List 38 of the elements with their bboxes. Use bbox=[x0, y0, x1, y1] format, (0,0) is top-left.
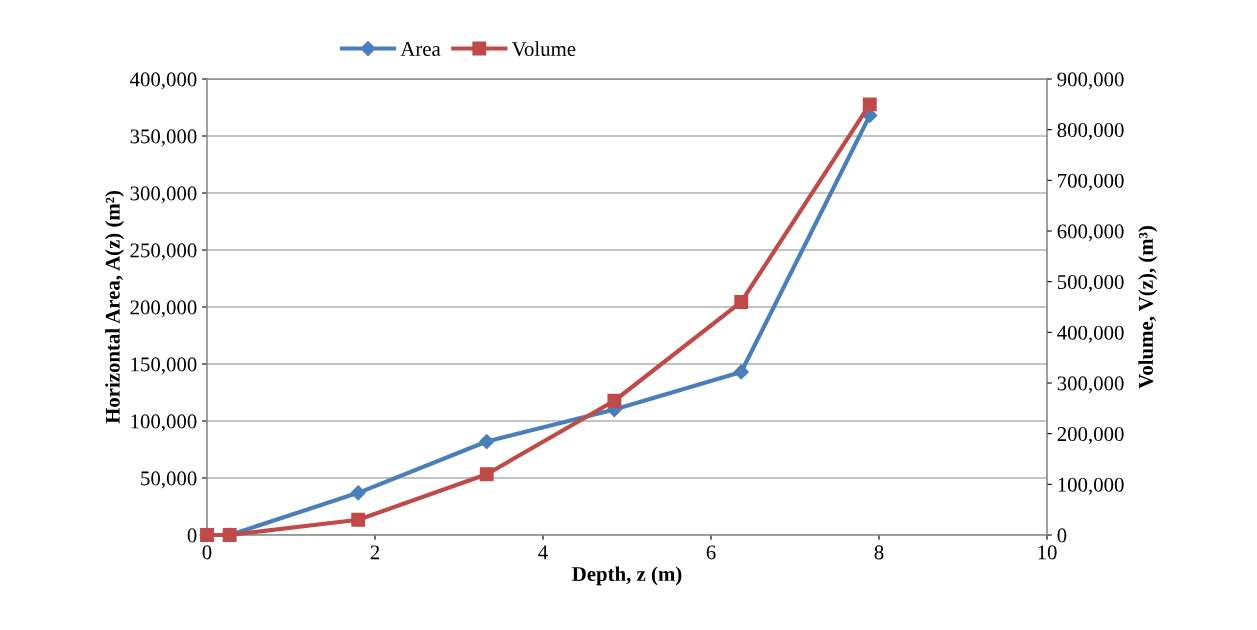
y-tick-label: 400,000 bbox=[129, 72, 197, 90]
y-tick-label: 300,000 bbox=[130, 186, 197, 204]
y2-tick-label: 300,000 bbox=[1057, 376, 1124, 394]
x-tick-label: 4 bbox=[538, 545, 548, 560]
point bbox=[351, 512, 366, 527]
legend-label: Area bbox=[400, 42, 441, 57]
y-tick-label: 200,000 bbox=[130, 300, 197, 318]
y-tick-label: 0 bbox=[187, 528, 197, 543]
y2-tick-label: 200,000 bbox=[1057, 427, 1124, 445]
x-tick-label: 0 bbox=[202, 545, 212, 560]
point bbox=[479, 467, 494, 482]
y2-axis-title: Volume, V(z), (m³) bbox=[1138, 226, 1158, 389]
y2-tick-label: 700,000 bbox=[1058, 173, 1124, 191]
y2-tick-label: 600,000 bbox=[1057, 224, 1124, 242]
y2-tick-label: 500,000 bbox=[1057, 275, 1124, 293]
y-tick-label: 100,000 bbox=[131, 414, 197, 432]
legend-label: Volume bbox=[511, 41, 576, 57]
y-tick-label: 150,000 bbox=[131, 357, 197, 375]
point bbox=[607, 393, 622, 408]
point bbox=[862, 97, 877, 112]
y2-tick-label: 400,000 bbox=[1057, 325, 1124, 343]
y-axis-title: Horizontal Area, A(z) (m²) bbox=[105, 191, 125, 424]
y-tick-label: 50,000 bbox=[141, 471, 197, 489]
y-tick-label: 250,000 bbox=[130, 243, 197, 261]
point bbox=[350, 485, 366, 501]
y2-tick-label: 900,000 bbox=[1057, 72, 1124, 90]
y2-tick-label: 0 bbox=[1057, 528, 1067, 543]
x-tick-label: 2 bbox=[370, 545, 380, 560]
x-axis-title: Depth, z (m) bbox=[572, 566, 682, 586]
x-tick-label: 8 bbox=[874, 545, 884, 560]
y-tick-label: 350,000 bbox=[130, 129, 197, 147]
x-tick-label: 6 bbox=[706, 545, 716, 560]
x-tick-label: 10 bbox=[1038, 545, 1057, 560]
point bbox=[479, 433, 495, 450]
point bbox=[734, 294, 749, 309]
y2-tick-label: 800,000 bbox=[1057, 123, 1124, 141]
point bbox=[733, 364, 749, 380]
y2-tick-label: 100,000 bbox=[1058, 477, 1124, 495]
